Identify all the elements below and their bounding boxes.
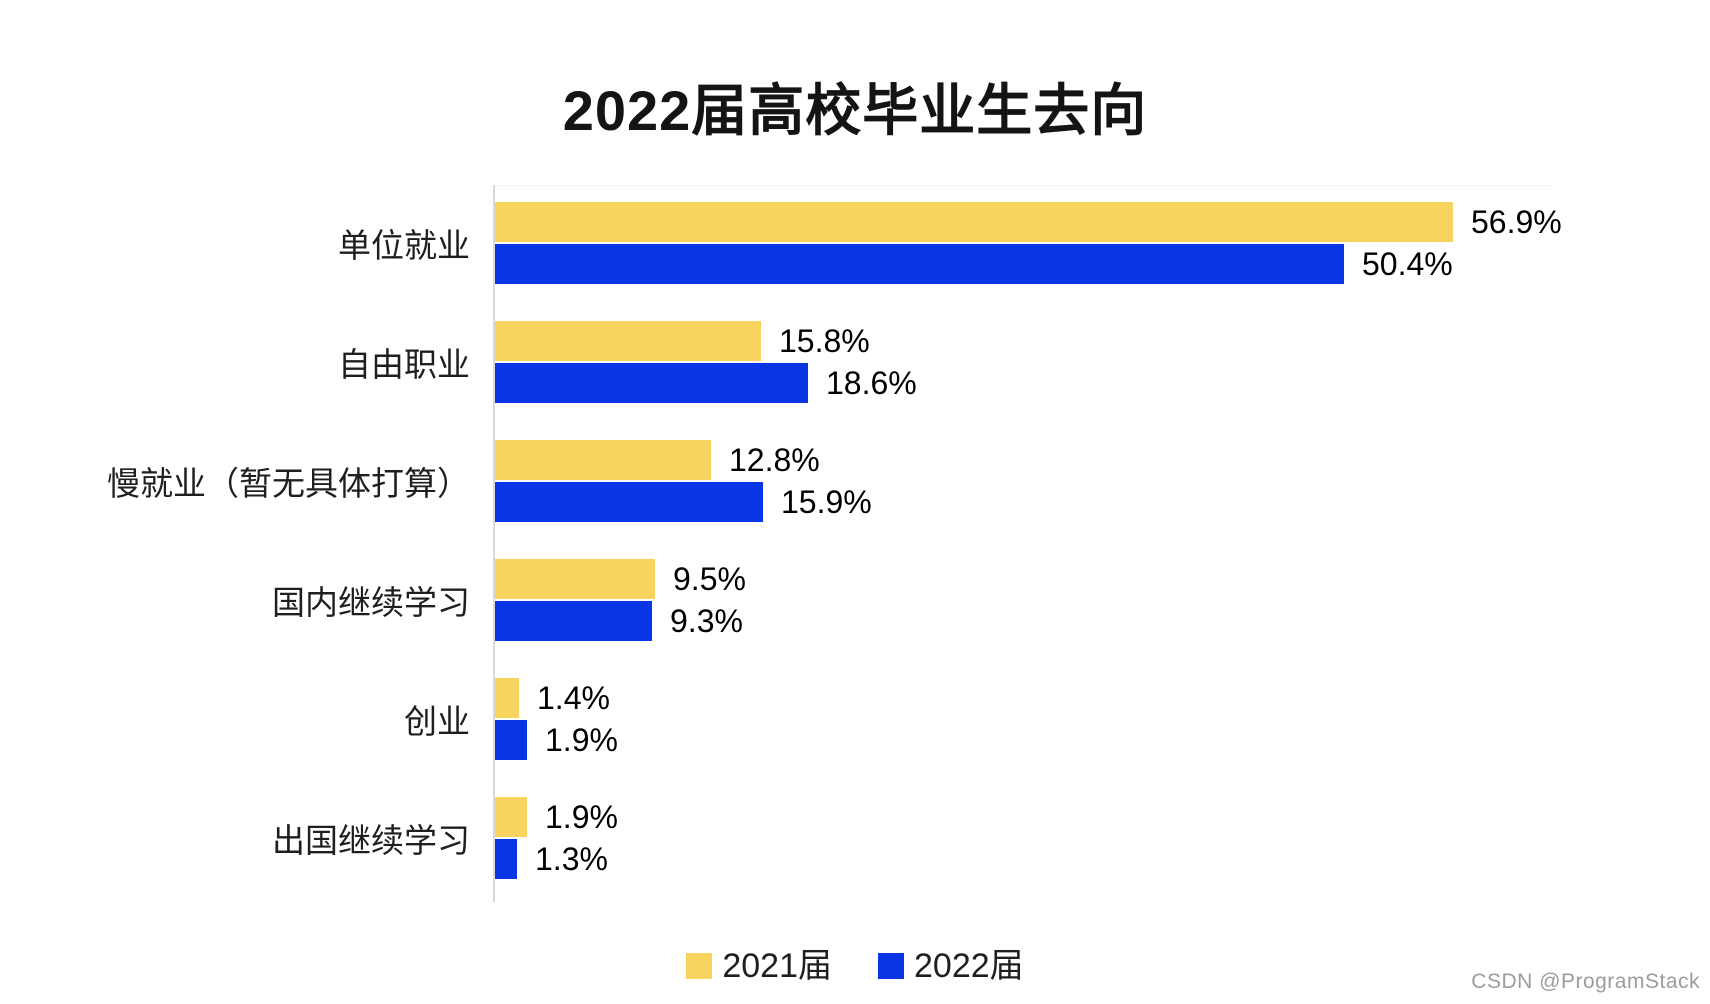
legend: 2021届 2022届 xyxy=(0,948,1710,984)
legend-item-2022届: 2022届 xyxy=(878,948,1024,984)
bar-2022届 xyxy=(495,601,652,641)
legend-item-2021届: 2021届 xyxy=(686,948,832,984)
legend-label: 2021届 xyxy=(722,947,832,985)
value-label: 9.5% xyxy=(673,561,746,597)
value-label: 56.9% xyxy=(1471,204,1562,240)
bar-2021届 xyxy=(495,678,519,718)
value-label: 1.3% xyxy=(535,841,608,877)
bar-2021届 xyxy=(495,559,655,599)
legend-label: 2022届 xyxy=(914,947,1024,985)
value-label: 18.6% xyxy=(826,365,917,401)
bar-2022届 xyxy=(495,720,527,760)
bar-2021届 xyxy=(495,797,527,837)
bar-2021届 xyxy=(495,202,1453,242)
value-label: 50.4% xyxy=(1362,246,1453,282)
value-label: 12.8% xyxy=(729,442,820,478)
category-label: 自由职业 xyxy=(338,346,470,383)
value-label: 1.9% xyxy=(545,722,618,758)
value-label: 1.9% xyxy=(545,799,618,835)
category-label: 出国继续学习 xyxy=(272,822,470,859)
value-label: 9.3% xyxy=(670,603,743,639)
value-label: 15.9% xyxy=(781,484,872,520)
category-label: 国内继续学习 xyxy=(272,584,470,621)
chart-title: 2022届高校毕业生去向 xyxy=(562,79,1148,142)
value-label: 1.4% xyxy=(537,680,610,716)
category-label: 单位就业 xyxy=(338,227,470,264)
value-label: 15.8% xyxy=(779,323,870,359)
category-label: 创业 xyxy=(404,703,470,740)
bar-2022届 xyxy=(495,363,808,403)
legend-swatch-icon xyxy=(686,953,713,979)
bar-2021届 xyxy=(495,321,761,361)
bar-2021届 xyxy=(495,440,711,480)
legend-swatch-icon xyxy=(878,953,904,979)
bar-2022届 xyxy=(495,482,763,522)
bar-2022届 xyxy=(495,244,1344,284)
category-label: 慢就业（暂无具体打算） xyxy=(107,465,470,502)
plot-top-border xyxy=(495,185,1553,186)
watermark: CSDN @ProgramStack xyxy=(1471,970,1700,993)
bar-2022届 xyxy=(495,839,517,879)
y-axis-line xyxy=(493,185,495,902)
